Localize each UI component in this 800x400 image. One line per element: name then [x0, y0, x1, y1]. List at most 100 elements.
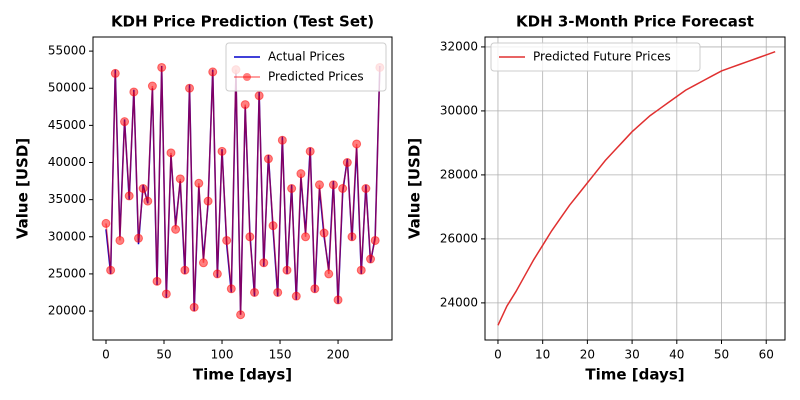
marker — [305, 146, 315, 156]
y-tick-label: 30000 — [440, 103, 478, 117]
x-tick-label: 150 — [269, 348, 292, 362]
marker — [106, 265, 116, 275]
x-tick-label: 30 — [624, 348, 639, 362]
marker — [110, 68, 120, 78]
y-tick-label: 50000 — [48, 81, 86, 95]
legend-box — [225, 42, 387, 92]
legend-label: Predicted Prices — [268, 70, 364, 84]
marker — [342, 158, 352, 168]
x-tick-label: 0 — [102, 348, 110, 362]
marker — [259, 258, 269, 268]
marker — [273, 287, 283, 297]
x-tick-label: 50 — [156, 348, 171, 362]
marker — [133, 233, 143, 243]
marker — [314, 180, 324, 190]
marker — [370, 235, 380, 245]
marker — [240, 100, 250, 110]
marker — [138, 184, 148, 193]
legend-marker — [243, 73, 251, 81]
series-line — [105, 67, 381, 315]
y-axis-label: Value [USD] — [14, 138, 32, 239]
marker — [254, 91, 264, 101]
x-tick-label: 100 — [211, 348, 234, 362]
marker — [296, 169, 306, 179]
legend: Actual Prices Predicted Prices — [225, 42, 387, 92]
marker — [356, 265, 366, 275]
marker — [310, 284, 320, 294]
x-tick-label: 50 — [714, 348, 729, 362]
chart-title: KDH Price Prediction (Test Set) — [111, 13, 374, 31]
marker — [250, 287, 260, 297]
marker — [324, 269, 334, 279]
x-tick-label: 10 — [535, 348, 550, 362]
marker — [361, 184, 371, 193]
y-tick-label: 28000 — [440, 167, 478, 181]
marker — [124, 191, 134, 201]
x-tick-label: 0 — [494, 348, 502, 362]
marker — [152, 276, 162, 286]
marker — [277, 135, 287, 145]
marker — [222, 235, 232, 245]
y-tick-label: 30000 — [48, 229, 86, 243]
y-tick-label: 40000 — [48, 155, 86, 169]
axes-frame — [484, 36, 786, 341]
marker — [120, 117, 130, 127]
x-tick-label: 60 — [759, 348, 774, 362]
axes-frame — [92, 36, 393, 341]
marker — [143, 196, 153, 206]
legend-box — [490, 42, 701, 72]
marker — [198, 258, 208, 268]
marker — [347, 232, 357, 242]
y-tick-label: 32000 — [440, 39, 478, 53]
x-tick-label: 200 — [327, 348, 350, 362]
marker — [282, 265, 292, 275]
marker — [352, 139, 362, 149]
marker — [366, 254, 376, 264]
marker — [194, 178, 204, 188]
x-axis-label: Time [days] — [193, 366, 292, 384]
marker — [268, 221, 278, 231]
marker — [287, 184, 297, 193]
legend-label: Predicted Future Prices — [533, 50, 671, 64]
marker — [189, 302, 199, 312]
marker — [180, 265, 190, 275]
chart-title: KDH 3-Month Price Forecast — [516, 13, 754, 31]
marker — [157, 62, 167, 72]
plot-area — [101, 62, 385, 320]
marker — [333, 295, 343, 305]
y-tick-label: 55000 — [48, 44, 86, 58]
marker — [319, 228, 329, 238]
x-axis-label: Time [days] — [585, 366, 684, 384]
marker — [212, 269, 222, 279]
marker — [301, 232, 311, 242]
y-tick-label: 25000 — [48, 266, 86, 280]
marker — [166, 148, 176, 158]
marker — [129, 87, 139, 97]
y-axis-label: Value [USD] — [406, 138, 424, 239]
x-tick-label: 40 — [669, 348, 684, 362]
marker — [291, 291, 301, 301]
marker — [338, 184, 348, 193]
y-tick-label: 45000 — [48, 118, 86, 132]
marker — [161, 289, 171, 299]
y-tick-label: 24000 — [440, 295, 478, 309]
series-line — [497, 51, 776, 326]
marker — [236, 310, 246, 320]
marker — [115, 235, 125, 245]
legend-label: Actual Prices — [268, 50, 345, 64]
marker — [185, 83, 195, 93]
marker — [328, 180, 338, 190]
marker — [147, 81, 157, 91]
marker — [175, 174, 185, 184]
marker — [101, 218, 111, 228]
y-tick-label: 26000 — [440, 231, 478, 245]
marker — [203, 196, 213, 206]
marker — [208, 67, 218, 77]
plot-area — [497, 51, 776, 326]
marker — [226, 284, 236, 294]
x-tick-label: 20 — [580, 348, 595, 362]
legend: Predicted Future Prices — [490, 42, 701, 72]
marker — [245, 232, 255, 242]
